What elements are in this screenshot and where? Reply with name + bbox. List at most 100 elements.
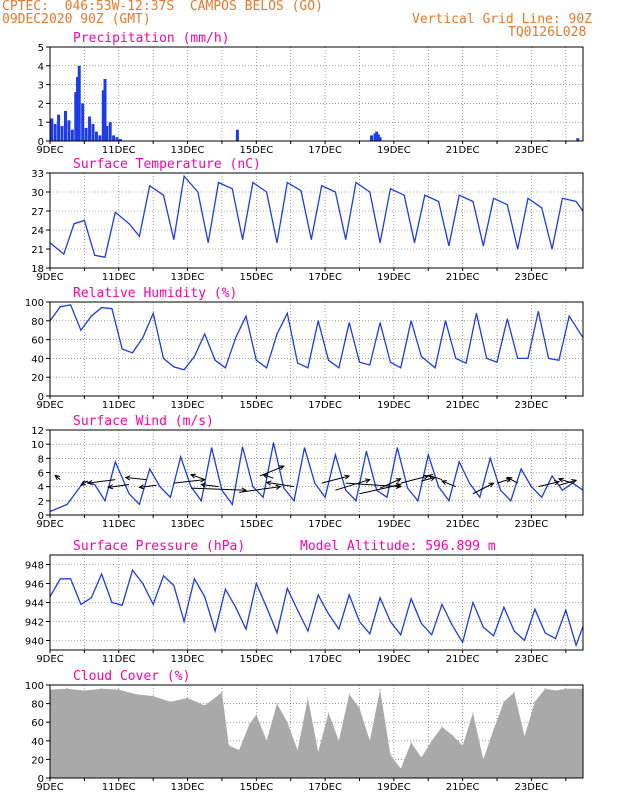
series-point	[193, 578, 195, 580]
series-point	[128, 223, 130, 225]
series-point	[224, 367, 226, 369]
panel-frame	[49, 301, 584, 397]
series-point	[80, 329, 82, 331]
wind-arrow	[80, 480, 89, 486]
y-tick-label: 27	[31, 207, 44, 218]
y-tick-label: 5	[38, 43, 44, 54]
x-tick-label: 23DEC	[515, 400, 549, 411]
panel-title: Cloud Cover (%)	[73, 669, 190, 684]
series-point	[162, 575, 164, 577]
series-point	[328, 359, 330, 361]
y-tick-label: 80	[31, 317, 44, 328]
precip-bar	[115, 137, 119, 141]
x-tick-label: 21DEC	[446, 145, 480, 156]
cloud-point	[296, 749, 299, 751]
x-tick-label: 15DEC	[239, 145, 273, 156]
x-tick-label: 13DEC	[171, 145, 205, 156]
series-point	[114, 211, 116, 213]
series-point	[482, 245, 484, 247]
cloud-point	[389, 754, 392, 756]
x-tick-label: 17DEC	[308, 782, 342, 793]
series-point	[403, 194, 405, 196]
series-point	[231, 503, 233, 505]
series-point	[173, 366, 175, 368]
series-point	[169, 496, 171, 498]
cloud-point	[248, 723, 251, 725]
x-tick-label: 17DEC	[308, 654, 342, 665]
precip-bar	[70, 129, 74, 141]
series-point	[527, 357, 529, 359]
series-point	[200, 500, 202, 502]
y-tick-label: 40	[31, 737, 44, 748]
series-point	[317, 594, 319, 596]
x-tick-label: 15DEC	[239, 654, 273, 665]
cloud-point	[238, 749, 240, 751]
x-tick-label: 19DEC	[377, 272, 411, 283]
cloud-point	[66, 688, 68, 690]
series-point	[276, 333, 278, 335]
series-point	[66, 503, 68, 505]
y-tick-label: 33	[31, 169, 44, 180]
cloud-point	[441, 726, 443, 728]
panel-title: Relative Humidity (%)	[73, 286, 237, 301]
cloud-point	[565, 688, 567, 690]
precip-bar	[112, 135, 116, 141]
y-tick-label: 10	[31, 440, 44, 451]
y-tick-label: 0	[38, 137, 44, 148]
panel-title: Surface Pressure (hPa)	[73, 539, 245, 554]
precip-bar	[53, 124, 57, 141]
y-tick-label: 2	[38, 497, 44, 508]
y-tick-label: 0	[38, 511, 44, 522]
series-point	[297, 362, 299, 364]
series-point	[276, 242, 278, 244]
wind-arrow-head	[86, 479, 93, 486]
series-point	[379, 242, 381, 244]
x-tick-label: 21DEC	[446, 400, 480, 411]
series-point	[83, 480, 85, 482]
y-tick-label: 100	[25, 681, 44, 692]
y-tick-label: 0	[38, 392, 44, 403]
wind-arrow-head	[557, 477, 564, 483]
series-line-pressure	[49, 568, 584, 648]
series-point	[520, 468, 522, 470]
x-tick-label: 9DEC	[36, 400, 63, 411]
y-tick-label: 60	[31, 336, 44, 347]
header-right1: Vertical Grid Line: 90Z	[412, 12, 593, 27]
series-point	[121, 348, 123, 350]
panel-title-2: Model Altitude: 596.899 m	[300, 539, 496, 554]
series-point	[358, 621, 360, 622]
cloud-point	[544, 688, 546, 690]
x-tick-label: 15DEC	[239, 782, 273, 793]
series-point	[355, 500, 357, 502]
precip-bar	[118, 139, 122, 141]
x-tick-label: 11DEC	[102, 400, 136, 411]
y-tick-label: 60	[31, 718, 44, 729]
series-point	[283, 487, 285, 489]
y-tick-label: 30	[31, 188, 44, 199]
cloud-point	[369, 740, 371, 742]
series-point	[307, 367, 309, 369]
cloud-point	[186, 697, 189, 699]
series-point	[427, 454, 429, 456]
panel-title: Surface Temperature (nC)	[73, 157, 261, 172]
series-point	[152, 312, 154, 314]
series-point	[173, 584, 175, 586]
x-tick-label: 11DEC	[102, 654, 136, 665]
x-tick-label: 23DEC	[515, 145, 549, 156]
series-point	[558, 359, 560, 361]
x-tick-label: 21DEC	[446, 519, 480, 530]
precip-bar	[98, 135, 102, 141]
series-point	[568, 315, 570, 317]
x-tick-label: 19DEC	[377, 782, 411, 793]
series-point	[482, 626, 484, 628]
series-point	[548, 357, 550, 359]
x-tick-label: 9DEC	[36, 782, 63, 793]
wind-arrow-head	[262, 473, 269, 479]
cloud-point	[503, 701, 505, 703]
cloud-point	[221, 691, 223, 694]
series-point	[561, 489, 563, 491]
precip-bar	[105, 125, 109, 141]
series-point	[389, 188, 391, 190]
x-tick-label: 11DEC	[102, 519, 136, 530]
series-point	[410, 598, 412, 600]
